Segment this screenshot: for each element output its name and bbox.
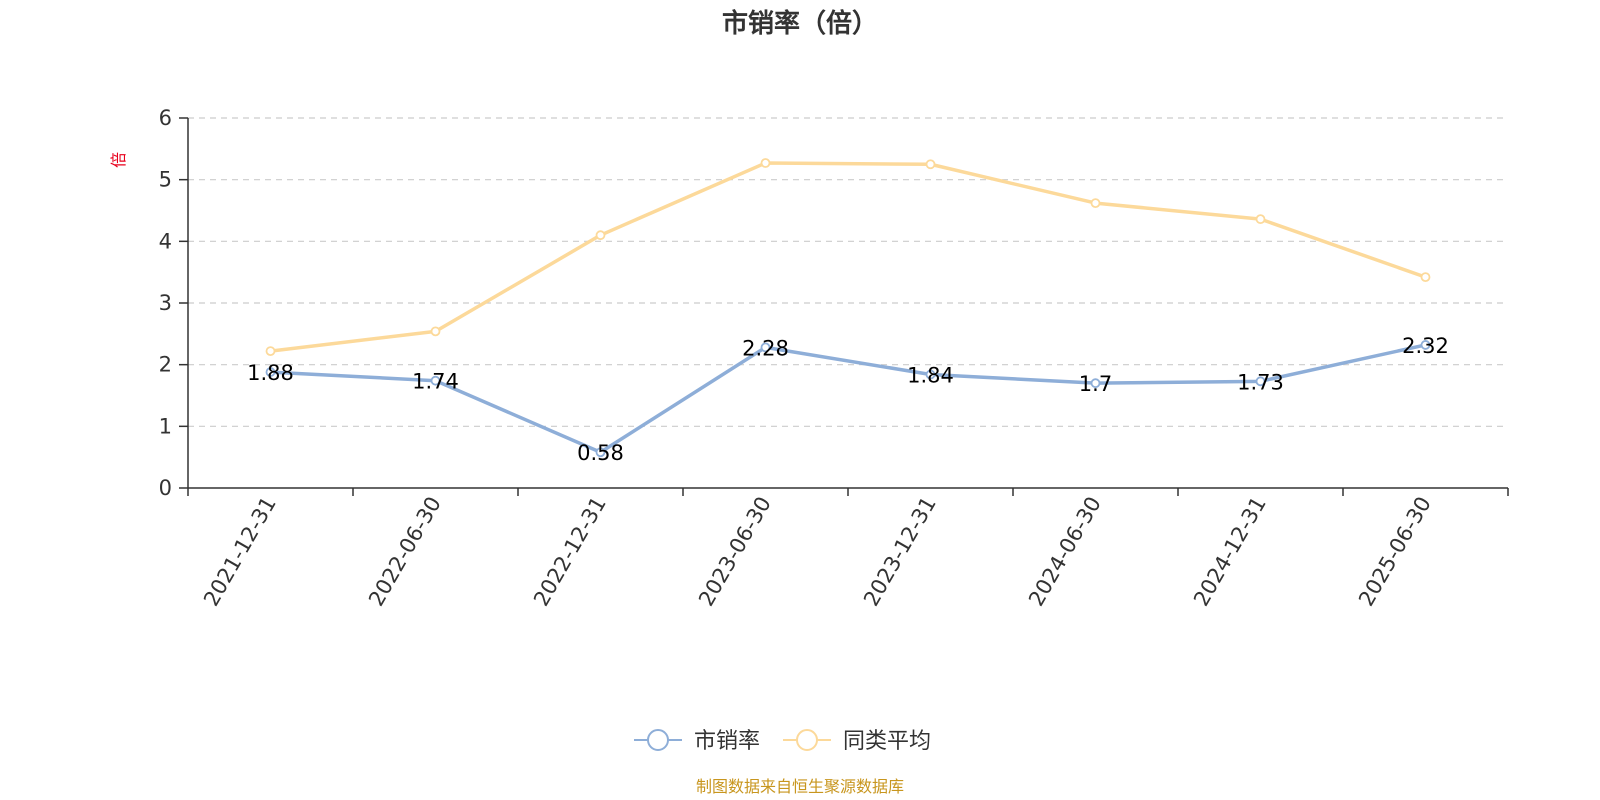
data-label: 1.88 (247, 361, 294, 385)
y-tick-label: 5 (159, 168, 172, 192)
legend[interactable]: 市销率 同类平均 (634, 729, 931, 754)
y-axis-unit-label: 倍 (109, 152, 128, 168)
series-point-1 (595, 230, 606, 241)
series-point-1 (430, 326, 441, 337)
legend-swatch-circle (796, 729, 818, 751)
y-tick-label: 3 (159, 291, 172, 315)
data-label: 2.32 (1402, 334, 1449, 358)
y-tick-label: 2 (159, 353, 172, 377)
series-point-1 (760, 158, 771, 168)
legend-label: 同类平均 (843, 729, 931, 754)
series-point-1 (1090, 198, 1101, 209)
series-point-1 (1420, 272, 1431, 283)
x-tick-label: 2023-12-31 (859, 493, 941, 611)
data-label: 1.7 (1079, 372, 1112, 396)
series-point-0 (1255, 376, 1266, 387)
series-point-1 (1255, 214, 1266, 225)
x-tick-label: 2021-12-31 (199, 493, 281, 611)
y-tick-label: 6 (159, 106, 172, 130)
series-point-0 (1420, 340, 1431, 350)
data-labels: 1.88 1.74 0.58 2.28 1.84 1.7 1.73 2.32 (247, 334, 1449, 465)
legend-item-0[interactable]: 市销率 (634, 729, 760, 754)
y-tick-label: 1 (159, 414, 172, 438)
data-label: 0.58 (577, 441, 624, 465)
series-point-1 (925, 159, 936, 170)
data-label: 2.28 (742, 336, 789, 360)
series-line-0 (268, 343, 1428, 454)
series-point-0 (1090, 378, 1101, 389)
x-tick-label: 2022-12-31 (529, 493, 611, 611)
data-label: 1.74 (412, 370, 459, 394)
y-tick-label: 4 (159, 229, 172, 253)
series-point-1 (265, 346, 276, 357)
series (265, 158, 1431, 458)
source-note: 制图数据来自恒生聚源数据库 (696, 777, 904, 796)
x-tick-label: 2023-06-30 (694, 493, 776, 611)
y-tick-label: 0 (159, 476, 172, 500)
grid-lines (188, 117, 1508, 427)
series-line-1 (268, 161, 1428, 353)
x-tick-label: 2024-06-30 (1024, 493, 1106, 611)
chart-title: 市销率（倍） (722, 8, 878, 39)
legend-item-1[interactable]: 同类平均 (783, 729, 931, 754)
x-tick-label: 2022-06-30 (364, 493, 446, 611)
series-point-0 (595, 447, 606, 458)
series-point-0 (430, 375, 441, 386)
legend-label: 市销率 (694, 729, 760, 754)
data-label: 1.84 (907, 364, 954, 388)
legend-swatch-circle (647, 729, 669, 751)
data-label: 1.73 (1237, 370, 1284, 394)
x-tick-label: 2024-12-31 (1189, 493, 1271, 611)
series-point-0 (925, 369, 936, 380)
x-tick-label: 2025-06-30 (1354, 493, 1436, 611)
series-point-0 (760, 342, 771, 353)
series-point-0 (265, 367, 276, 377)
